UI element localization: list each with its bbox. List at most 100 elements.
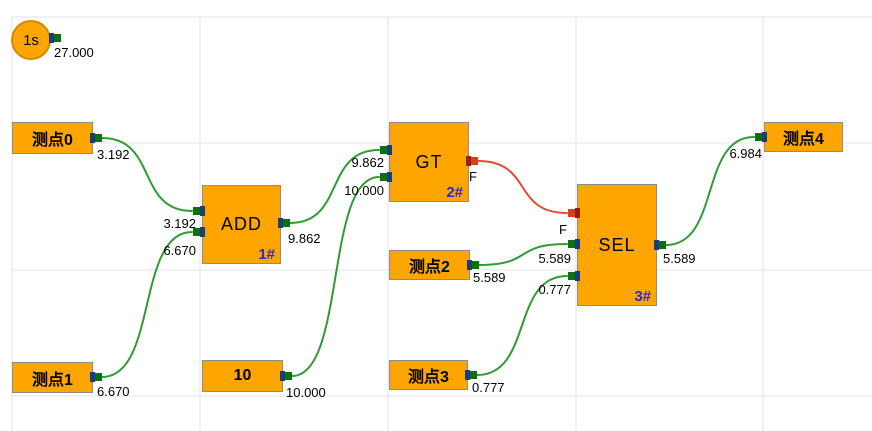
wire-sel-to-sensor4[interactable] <box>665 136 755 246</box>
value-label: 0.777 <box>538 282 571 297</box>
port-anchor <box>200 227 205 237</box>
port-cap <box>472 261 479 269</box>
output-port-sensor1-block[interactable] <box>90 372 102 382</box>
value-label: 27.000 <box>54 45 94 60</box>
port-anchor <box>278 218 283 228</box>
wire-sensor0-to-add[interactable] <box>101 137 193 212</box>
value-label: 5.589 <box>538 251 571 266</box>
port-cap <box>193 207 200 215</box>
constant-10-block[interactable]: 10 <box>202 360 283 392</box>
port-cap <box>659 241 666 249</box>
port-anchor <box>575 239 580 249</box>
input-port-add-block[interactable] <box>193 206 205 216</box>
block-title: 测点2 <box>409 259 450 276</box>
port-anchor <box>90 372 95 382</box>
value-label: 10.000 <box>344 183 384 198</box>
block-instance-number: 1# <box>258 246 275 263</box>
block-title: ADD <box>220 214 262 234</box>
input-port-sensor4-block[interactable] <box>755 132 767 142</box>
wire-sensor1-to-add[interactable] <box>101 231 193 378</box>
output-port-constant-10-block[interactable] <box>280 371 292 381</box>
value-label: 3.192 <box>163 216 196 231</box>
wire-10-to-gt[interactable] <box>291 176 380 377</box>
value-label: 5.589 <box>473 270 506 285</box>
input-port-gt-block[interactable] <box>380 172 392 182</box>
port-cap <box>193 228 200 236</box>
port-anchor <box>90 133 95 143</box>
block-title: SEL <box>598 234 636 255</box>
output-port-sensor2-block[interactable] <box>467 260 479 270</box>
port-cap <box>380 146 387 154</box>
timer-label: 1s <box>23 31 39 49</box>
block-title: 测点4 <box>783 131 824 148</box>
port-anchor <box>387 145 392 155</box>
port-cap <box>755 133 762 141</box>
port-cap <box>470 371 477 379</box>
block-title: 测点3 <box>408 369 449 386</box>
sensor2-block[interactable]: 测点2 <box>389 250 470 280</box>
wire-sensor3-to-sel[interactable] <box>476 275 568 376</box>
output-port-sel-block[interactable] <box>654 240 666 250</box>
port-cap <box>95 373 102 381</box>
block-instance-number: 3# <box>634 288 651 305</box>
block-title: 10 <box>233 367 252 384</box>
value-label: 9.862 <box>288 231 321 246</box>
block-title: GT <box>415 151 443 172</box>
port-cap <box>568 209 575 217</box>
port-cap <box>568 272 575 280</box>
port-anchor <box>654 240 659 250</box>
output-port-sensor3-block[interactable] <box>465 370 477 380</box>
port-anchor <box>200 206 205 216</box>
port-cap <box>568 240 575 248</box>
wire-gt-to-sel[interactable] <box>477 160 568 214</box>
port-anchor <box>575 271 580 281</box>
output-port-timer-1s[interactable] <box>49 33 61 43</box>
wire-add-to-gt[interactable] <box>289 149 380 224</box>
port-anchor <box>467 260 472 270</box>
port-anchor <box>465 370 470 380</box>
output-port-add-block[interactable] <box>278 218 290 228</box>
input-port-gt-block[interactable] <box>380 145 392 155</box>
gt-block[interactable]: GT 2# <box>389 122 469 202</box>
port-cap <box>95 134 102 142</box>
block-title: 测点0 <box>32 132 73 149</box>
port-anchor <box>280 371 285 381</box>
value-label: 6.670 <box>163 243 196 258</box>
input-port-add-block[interactable] <box>193 227 205 237</box>
value-label: 6.984 <box>729 146 762 161</box>
port-anchor <box>387 172 392 182</box>
sel-block[interactable]: SEL 3# <box>577 184 657 306</box>
sensor3-block[interactable]: 测点3 <box>389 360 468 390</box>
output-port-gt-block[interactable] <box>466 156 478 166</box>
output-port-sensor0-block[interactable] <box>90 133 102 143</box>
value-label: 10.000 <box>286 385 326 400</box>
sensor0-block[interactable]: 测点0 <box>12 122 93 154</box>
port-anchor <box>466 156 471 166</box>
port-anchor <box>575 208 580 218</box>
port-anchor <box>49 33 54 43</box>
block-title: 测点1 <box>32 371 73 389</box>
value-label: 3.192 <box>97 147 130 162</box>
input-port-sel-block[interactable] <box>568 239 580 249</box>
port-cap <box>283 219 290 227</box>
port-cap <box>471 157 478 165</box>
value-label: 5.589 <box>663 251 696 266</box>
add-block[interactable]: ADD 1# <box>202 185 281 264</box>
value-label: F <box>469 169 477 184</box>
value-label: 6.670 <box>97 384 130 399</box>
timer-1s[interactable]: 1s <box>11 20 51 60</box>
input-port-sel-block[interactable] <box>568 271 580 281</box>
input-port-sel-block[interactable] <box>568 208 580 218</box>
port-cap <box>380 173 387 181</box>
sensor4-block[interactable]: 测点4 <box>764 122 843 152</box>
port-cap <box>54 34 61 42</box>
value-label: 9.862 <box>351 155 384 170</box>
sensor1-block[interactable]: 测点1 <box>12 362 93 393</box>
wire-sensor2-to-sel[interactable] <box>478 243 568 266</box>
value-label: 0.777 <box>472 380 505 395</box>
port-anchor <box>762 132 767 142</box>
value-label: F <box>559 222 567 237</box>
block-instance-number: 2# <box>446 184 463 201</box>
